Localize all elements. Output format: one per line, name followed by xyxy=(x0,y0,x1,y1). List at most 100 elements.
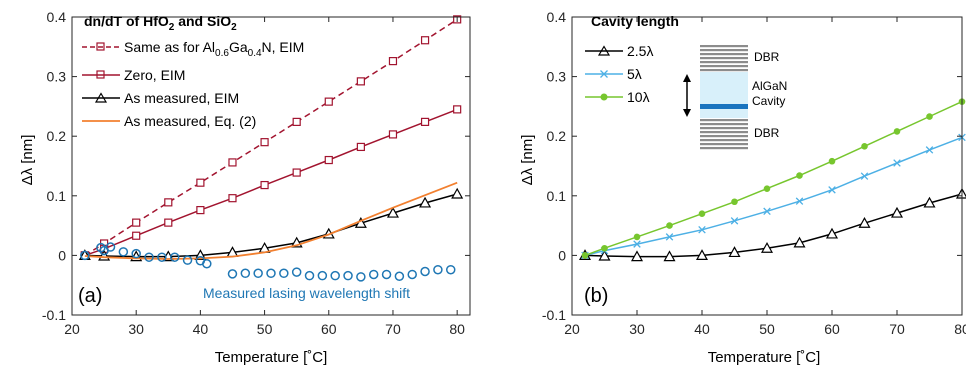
data-point xyxy=(796,172,803,179)
data-point xyxy=(633,240,641,248)
y-tick-label: 0.1 xyxy=(547,188,567,204)
data-point xyxy=(386,206,399,218)
dbr-layer xyxy=(700,65,748,68)
x-tick-label: 70 xyxy=(385,321,401,337)
data-point xyxy=(169,252,180,262)
y-tick-label: 0.4 xyxy=(47,9,67,25)
dbr-layer xyxy=(700,69,748,72)
dbr-layer xyxy=(700,119,748,122)
legend-title: dn/dT of HfO2 and SiO2 xyxy=(84,13,237,33)
data-point xyxy=(356,272,366,282)
x-tick-label: 20 xyxy=(64,321,80,337)
data-point xyxy=(698,210,706,217)
legend-label: As measured, EIM xyxy=(124,90,239,106)
x-tick-label: 40 xyxy=(193,321,209,337)
data-point xyxy=(381,269,392,280)
data-point xyxy=(105,242,116,252)
data-point xyxy=(420,117,430,126)
data-point xyxy=(196,178,205,187)
series-line xyxy=(584,100,963,257)
data-point xyxy=(196,206,205,215)
data-point xyxy=(394,271,405,282)
data-point xyxy=(202,258,212,269)
data-point xyxy=(728,246,741,258)
data-point xyxy=(407,269,417,280)
data-point xyxy=(433,264,443,275)
active-layer xyxy=(700,104,748,109)
dbr-layer xyxy=(700,139,748,142)
y-tick-label: 0.3 xyxy=(547,69,567,85)
data-point xyxy=(763,207,771,216)
x-tick-label: 40 xyxy=(694,321,710,337)
data-point xyxy=(343,270,353,281)
legend-label: 10λ xyxy=(627,89,650,105)
data-point xyxy=(861,143,868,150)
data-point xyxy=(763,185,771,192)
dbr-layer xyxy=(700,49,748,52)
data-point xyxy=(445,264,456,275)
data-point xyxy=(80,250,90,261)
data-point xyxy=(118,247,129,257)
data-point xyxy=(665,233,674,241)
legend-swatch-marker xyxy=(600,93,608,101)
data-point xyxy=(227,269,238,279)
x-tick-label: 20 xyxy=(564,321,580,337)
series-same-as-for-al0-6ga0-4n-eim xyxy=(80,15,462,260)
data-point xyxy=(860,172,869,180)
data-point xyxy=(292,117,301,126)
data-point xyxy=(828,186,836,194)
data-point xyxy=(695,249,709,260)
dbr-top-stack xyxy=(700,45,748,72)
data-point xyxy=(760,242,774,253)
y-tick-label: -0.1 xyxy=(542,307,566,323)
data-point xyxy=(453,105,462,114)
data-point xyxy=(795,197,804,205)
x-axis-label: Temperature [˚C] xyxy=(708,349,821,366)
data-point xyxy=(388,57,398,66)
data-point xyxy=(356,77,365,86)
data-point xyxy=(131,248,141,259)
legend-swatch-marker xyxy=(597,45,611,56)
series-5 xyxy=(581,133,966,260)
y-tick-label: 0.2 xyxy=(547,128,567,144)
y-axis-label: Δλ [nm] xyxy=(519,135,536,186)
data-point xyxy=(419,196,432,208)
data-point xyxy=(260,138,269,147)
legend-entry-zero-eim: Zero, EIM xyxy=(82,67,185,83)
data-point xyxy=(253,268,263,279)
legend-label: Same as for Al0.6Ga0.4N, EIM xyxy=(124,39,304,59)
data-point xyxy=(893,128,901,135)
inset-label-dbr-bottom: DBR xyxy=(754,126,780,140)
data-point xyxy=(663,250,676,262)
dbr-bottom-stack xyxy=(700,119,748,150)
data-point xyxy=(420,266,430,277)
x-tick-label: 50 xyxy=(257,321,273,337)
y-tick-label: 0.2 xyxy=(47,128,67,144)
series-line xyxy=(84,193,458,258)
panel-b-legend: Cavity length 2.5λ 5λ 10λ xyxy=(585,13,679,105)
inset-label-cavity: Cavity xyxy=(752,94,785,108)
data-point xyxy=(858,216,871,228)
panel-a-legend: dn/dT of HfO2 and SiO2 Same as for Al0.6… xyxy=(82,13,304,129)
data-point xyxy=(793,236,806,248)
data-point xyxy=(164,218,173,227)
y-tick-label: -0.1 xyxy=(42,307,66,323)
legend-entry-2-5-lambda: 2.5λ xyxy=(585,43,653,59)
data-point xyxy=(923,196,936,208)
data-point xyxy=(368,269,379,280)
x-tick-label: 80 xyxy=(954,321,966,337)
panel-b-axes: 20 30 40 50 60 70 80 -0.1 0 0.1 0.2 0.3 0.4 xyxy=(542,9,966,337)
data-point xyxy=(731,198,738,206)
dbr-layer xyxy=(700,53,748,56)
series-line xyxy=(584,193,963,258)
data-point xyxy=(324,97,333,106)
data-point xyxy=(266,268,276,279)
series-as-measured-eq-2 xyxy=(84,181,458,260)
legend-entry-10-lambda: 10λ xyxy=(585,89,650,105)
data-point xyxy=(828,157,836,165)
data-point xyxy=(598,249,611,261)
legend-swatch-marker xyxy=(96,42,105,51)
panel-label-a: (a) xyxy=(78,285,102,307)
data-point xyxy=(304,270,315,281)
data-point xyxy=(324,155,333,165)
